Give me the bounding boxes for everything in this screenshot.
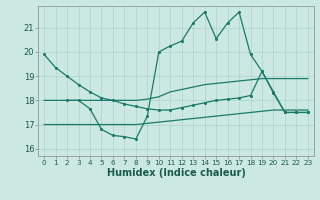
X-axis label: Humidex (Indice chaleur): Humidex (Indice chaleur) (107, 168, 245, 178)
